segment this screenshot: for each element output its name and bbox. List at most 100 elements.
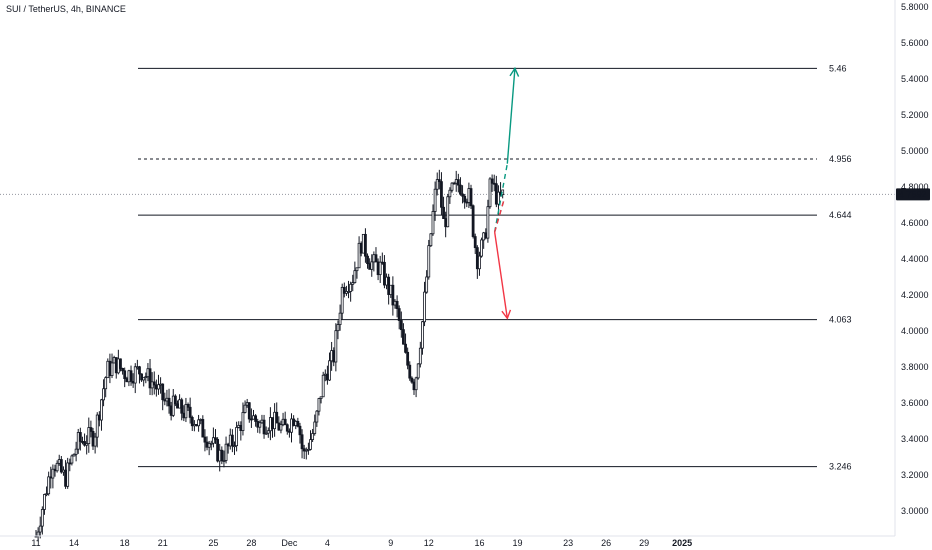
candle-body — [81, 441, 84, 443]
candle-body — [78, 432, 82, 442]
candle-body — [414, 377, 418, 391]
candle-body — [51, 468, 55, 479]
candle-body — [93, 436, 97, 447]
candle-body — [494, 183, 498, 205]
x-tick-label: 28 — [246, 538, 256, 548]
candle-body — [389, 284, 393, 295]
candle-body — [258, 422, 262, 428]
candle-body — [85, 443, 89, 446]
candle-body — [355, 267, 359, 272]
candle-body — [383, 261, 386, 286]
y-tick-label: 3.6000 — [901, 398, 929, 408]
candle-body — [95, 414, 99, 438]
candle-body — [359, 242, 363, 254]
candle-body — [387, 276, 391, 295]
x-tick-label: 14 — [69, 538, 79, 548]
level-label: 4.956 — [829, 154, 852, 164]
candle-body — [307, 448, 310, 451]
candle-body — [393, 300, 397, 306]
candle-body — [249, 418, 253, 421]
candle-body — [408, 364, 412, 379]
candle-body — [161, 383, 165, 401]
candle-body — [154, 384, 158, 390]
candle-body — [97, 414, 101, 421]
level-label: 4.063 — [829, 315, 852, 325]
candle-body — [245, 402, 249, 406]
candle-body — [57, 459, 61, 464]
candle-body — [459, 184, 462, 195]
projection-segment — [506, 68, 516, 164]
level-lines: 5.46 4.956 4.644 4.063 3.246 — [0, 63, 895, 472]
y-tick-label: 3.2000 — [901, 470, 929, 480]
candle-body — [425, 276, 429, 293]
projection-segment — [493, 231, 509, 319]
candle-body — [91, 431, 95, 447]
candle-body — [366, 255, 369, 265]
candle-body — [410, 377, 414, 383]
x-tick-label: 29 — [639, 538, 649, 548]
candle-body — [171, 395, 175, 416]
candle-body — [203, 436, 207, 443]
arrow-head — [509, 66, 520, 77]
candle-body — [64, 469, 67, 487]
candle-body — [159, 383, 162, 386]
candle-body — [140, 373, 143, 381]
y-tick-label: 4.2000 — [901, 290, 929, 300]
candle-body — [112, 357, 116, 364]
candle-body — [490, 178, 494, 184]
candle-body — [283, 418, 287, 426]
candle-body — [427, 245, 431, 278]
candle-body — [266, 430, 270, 434]
candle-body — [431, 211, 435, 235]
candle-body — [123, 370, 127, 379]
candle-body — [38, 525, 42, 533]
y-tick-label: 5.2000 — [901, 110, 929, 120]
candle-body — [197, 419, 200, 427]
candle-body — [463, 195, 467, 203]
candle-body — [338, 312, 342, 325]
candle-body — [340, 286, 344, 314]
candle-body — [142, 376, 146, 381]
candle-body — [106, 360, 110, 379]
candle-body — [220, 449, 224, 462]
candle-body — [423, 291, 426, 323]
candle-body — [201, 419, 205, 438]
candle-body — [165, 397, 169, 402]
candle-body — [186, 404, 190, 408]
x-tick-label: 23 — [563, 538, 573, 548]
candle-body — [218, 449, 222, 462]
candle-body — [133, 366, 137, 384]
projections — [493, 66, 520, 320]
candle-body — [264, 432, 268, 435]
candle-body — [482, 232, 486, 241]
y-tick-label: 3.8000 — [901, 362, 929, 372]
candle-body — [192, 424, 196, 427]
candle-body — [241, 412, 245, 431]
candle-body — [256, 421, 260, 428]
candle-body — [222, 460, 226, 462]
candle-body — [182, 412, 186, 419]
candle-body — [239, 424, 243, 431]
candle-body — [302, 448, 306, 452]
candle-body — [374, 254, 378, 263]
candle-body — [74, 448, 78, 455]
candle-body — [444, 218, 448, 228]
candle-body — [262, 419, 266, 435]
candle-body — [309, 439, 312, 450]
candle-body — [226, 443, 230, 447]
x-tick-label: 26 — [601, 538, 611, 548]
candle-body — [237, 424, 241, 428]
candle-body — [433, 188, 437, 212]
candle-body — [214, 437, 217, 440]
candle-body — [497, 191, 500, 205]
candle-body — [135, 366, 139, 369]
candle-body — [450, 182, 454, 191]
candle-body — [461, 193, 464, 197]
candle-body — [304, 449, 308, 452]
candle-body — [473, 236, 477, 249]
y-tick-label: 5.0000 — [901, 146, 929, 156]
candle-body — [279, 424, 283, 431]
candle-body — [127, 370, 131, 383]
candle-body — [311, 433, 315, 440]
